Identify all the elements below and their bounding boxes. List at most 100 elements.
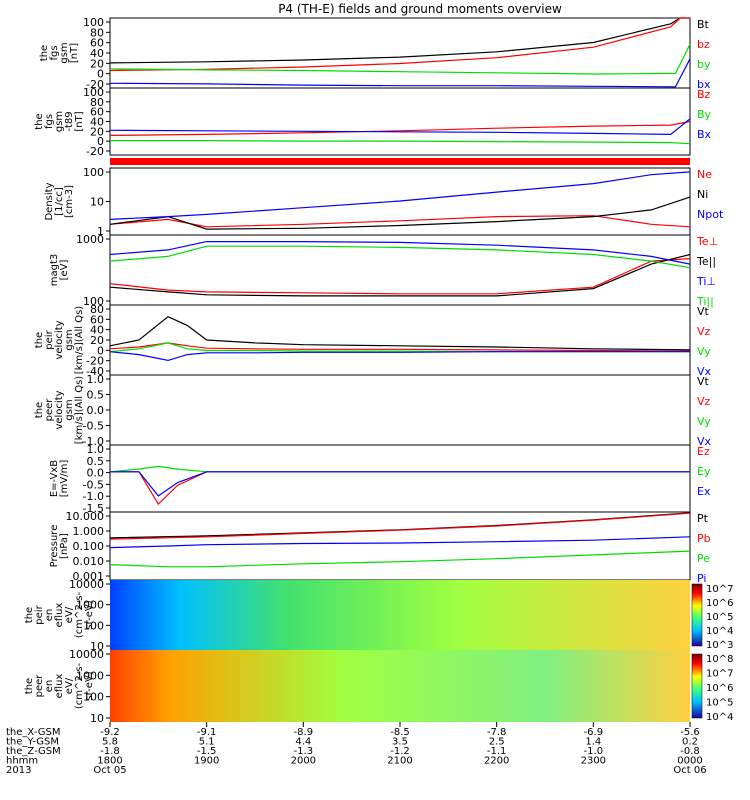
- y-axis-label: the: [39, 45, 50, 61]
- spectrogram-image: [110, 580, 690, 650]
- series-line-Ne: [109, 215, 691, 228]
- y-tick-label: -20: [86, 78, 104, 91]
- y-tick-label: 40: [90, 47, 104, 60]
- y-tick-label: 40: [90, 324, 104, 337]
- y-tick-label: -20: [86, 355, 104, 368]
- y-axis-label: the: [24, 607, 35, 623]
- y-axis-label: peer: [34, 674, 45, 698]
- y-tick-label: -0.5: [83, 420, 104, 433]
- legend-label: Vz: [697, 325, 711, 338]
- y-axis-label: E=-VxB: [49, 460, 60, 497]
- x-tick-label: -9.2: [100, 727, 120, 738]
- y-tick-label: 1000: [76, 233, 104, 246]
- y-axis-label: [nPa]: [59, 533, 70, 559]
- x-axis-labels: the_X-GSMthe_Y-GSMthe_Z-GSMhhmm2013-9.25…: [6, 722, 707, 776]
- x-tick-label: 2000: [291, 756, 316, 767]
- series-line-Te⊥: [109, 258, 691, 295]
- y-tick-label: 1.000: [73, 525, 105, 538]
- y-tick-label: 20: [90, 125, 104, 138]
- legend-label: bx: [697, 78, 711, 91]
- panel-7: Ez Ey Ex 1.00.50.0-0.5-1.0-1.5 E=-VxB [mV/m]: [49, 443, 711, 515]
- y-tick-label: 100: [83, 166, 104, 179]
- x-tick-label: -6.9: [584, 727, 604, 738]
- y-axis-label: [km/s](All Qs): [74, 306, 85, 374]
- panel-10: 10^8 10^7 10^6 10^5 10^4 10000 1000 100 10 the pee…: [24, 648, 733, 725]
- y-tick-label: -1.0: [83, 490, 104, 503]
- figure-title: P4 (TH-E) fields and ground moments over…: [278, 2, 562, 16]
- y-tick-label: 80: [90, 303, 104, 316]
- y-tick-label: 20: [90, 57, 104, 70]
- series-line-Npot: [109, 171, 691, 220]
- y-axis-label: the: [34, 113, 45, 129]
- y-tick-label: 60: [90, 37, 104, 50]
- y-axis-label: gsm: [64, 329, 75, 350]
- y-tick-label: 10000: [69, 648, 104, 661]
- series-line-Vx: [109, 351, 690, 362]
- y-axis-label: [mV/m]: [59, 460, 70, 498]
- x-tick-label: -7.8: [487, 727, 507, 738]
- legend-label: Vz: [697, 395, 711, 408]
- legend-label: By: [697, 108, 712, 121]
- y-axis-label: [1/cc]: [54, 187, 65, 216]
- x-tick-label: 2.5: [489, 737, 505, 748]
- y-axis-label: en: [44, 680, 55, 693]
- y-axis-label: velocity: [54, 320, 65, 359]
- series-line-Ti||: [109, 245, 691, 269]
- colorbar-tick-label: 10^5: [706, 698, 733, 709]
- y-axis-label: Pressure: [49, 525, 60, 568]
- colorbar-tick-label: 10^6: [706, 683, 733, 694]
- series-line-Te||: [109, 253, 691, 297]
- x-tick-label: -1.1: [487, 746, 507, 757]
- x-tick-label: -8.5: [390, 727, 410, 738]
- legend-label: Te⊥: [696, 235, 718, 248]
- y-axis-label: -t89: [64, 111, 75, 131]
- legend-label: Vx: [697, 365, 712, 378]
- state-flag-bar: [110, 158, 690, 165]
- x-tick-label: -9.1: [197, 727, 217, 738]
- y-tick-label: 0.010: [73, 555, 105, 568]
- y-tick-label: 60: [90, 106, 104, 119]
- y-axis-label: fgs: [44, 114, 55, 129]
- y-tick-label: 1000: [76, 599, 104, 612]
- legend-label: bz: [697, 38, 710, 51]
- y-axis-label: peir: [44, 329, 55, 349]
- y-axis-label: eflux: [54, 674, 65, 699]
- y-tick-label: 0: [97, 344, 104, 357]
- legend-label: Ni: [697, 188, 708, 201]
- x-tick-label: 1900: [194, 756, 219, 767]
- colorbar-tick-label: 10^7: [706, 584, 733, 595]
- y-tick-label: 100: [83, 691, 104, 704]
- y-tick-label: 0: [97, 68, 104, 81]
- x-tick-label: 5.1: [199, 737, 215, 748]
- y-tick-label: 0.0: [87, 404, 105, 417]
- y-tick-label: 0.100: [73, 540, 105, 553]
- y-tick-label: 1.0: [87, 443, 105, 456]
- legend-label: Pb: [697, 532, 711, 545]
- y-tick-label: 1000: [76, 669, 104, 682]
- y-axis-label: sr-eV): [84, 671, 95, 700]
- series-line-Bx: [109, 118, 691, 136]
- legend-label: Ez: [697, 445, 710, 458]
- panel-9: 10^7 10^6 10^5 10^4 10^3 10000 1000 100 10 the pei…: [24, 578, 733, 653]
- y-tick-label: -1.5: [83, 502, 104, 515]
- colorbar: [691, 653, 703, 719]
- series-line-Ti⊥: [109, 241, 691, 265]
- colorbar-tick-label: 10^8: [706, 654, 733, 665]
- y-axis-label: eV/: [64, 677, 75, 694]
- y-axis-label: peir: [34, 604, 45, 624]
- y-axis-label: gsm: [54, 111, 65, 132]
- x-axis-row-label: hhmm: [6, 756, 38, 767]
- y-tick-label: 10000: [69, 578, 104, 591]
- x-tick-label: 1800: [97, 756, 122, 767]
- legend-label: Bt: [697, 18, 710, 31]
- series-line-Vt: [109, 316, 691, 351]
- plot-area: [109, 374, 691, 446]
- series-line-bz: [109, 17, 690, 72]
- x-axis-row-label: 2013: [6, 765, 31, 776]
- x-axis-row-label: the_Y-GSM: [6, 737, 59, 748]
- series-line-Ni: [109, 196, 691, 230]
- y-tick-label: 10: [90, 196, 104, 209]
